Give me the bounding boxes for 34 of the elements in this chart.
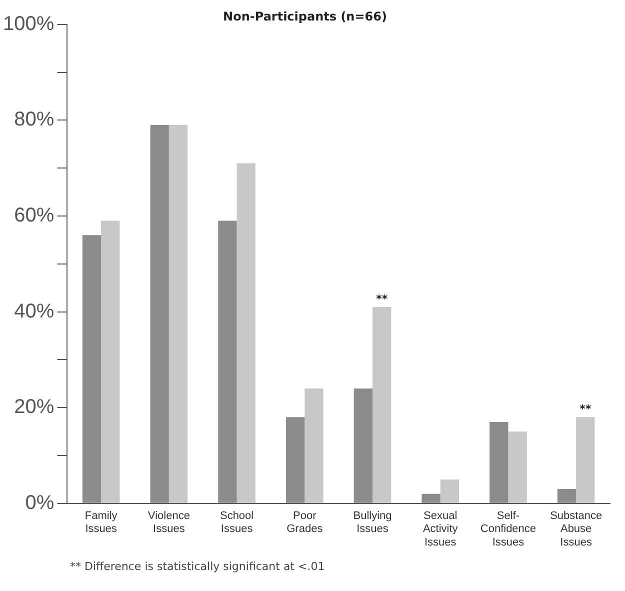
x-tick-label: Poor Grades [286, 510, 324, 536]
bar [576, 417, 595, 503]
bar [150, 124, 169, 503]
y-tick-label: 100% [2, 12, 54, 35]
bar [101, 220, 120, 503]
bar [218, 220, 237, 503]
x-tick-label: Substance Abuse Issues [550, 510, 602, 548]
bar [82, 235, 102, 503]
y-tick-label: 40% [14, 300, 54, 322]
y-tick-label: 20% [14, 396, 54, 418]
x-tick-label: Violence Issues [148, 510, 190, 536]
x-tick-label: Self-Confidence Issues [480, 510, 536, 548]
bar [490, 422, 508, 503]
y-tick-label: 80% [14, 108, 54, 131]
bar [440, 479, 460, 503]
y-tick-label: 0% [25, 492, 54, 514]
bar [286, 417, 305, 503]
annotation: ** [376, 292, 388, 306]
bar [372, 307, 392, 503]
x-tick-label: Sexual Activity Issues [422, 510, 458, 548]
bar [168, 124, 188, 503]
text: ** Difference is statistically significant at <.01 [70, 560, 325, 573]
bar [422, 494, 440, 503]
x-tick-label: Family Issues [84, 510, 118, 536]
y-tick-label: 60% [14, 204, 54, 227]
bar [557, 489, 576, 503]
bar [508, 432, 527, 503]
annotation: ** [580, 402, 592, 416]
bar [236, 163, 256, 503]
bar [354, 388, 373, 503]
x-tick-label: Bullying Issues [353, 510, 392, 536]
x-tick-label: School Issues [220, 510, 254, 536]
bar [304, 388, 324, 503]
chart-title: Non-Participants (n=66) [223, 9, 387, 24]
